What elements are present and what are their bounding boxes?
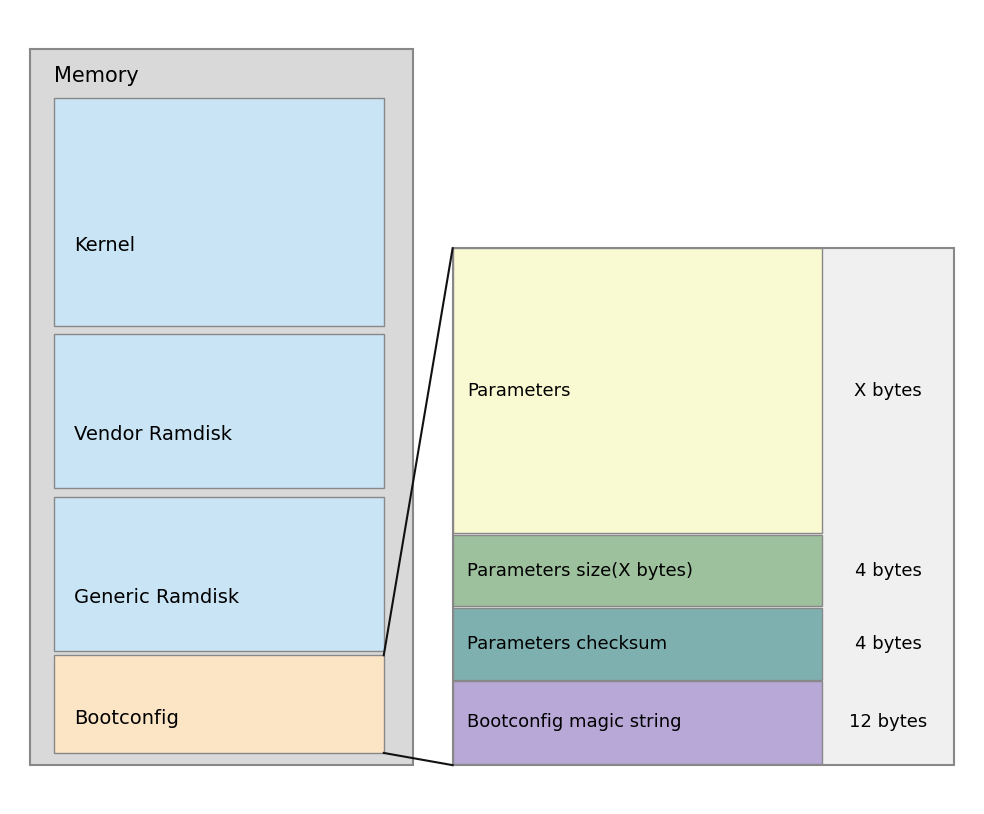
Bar: [453, 248, 954, 765]
Text: Parameters size(X bytes): Parameters size(X bytes): [467, 562, 694, 580]
Text: X bytes: X bytes: [854, 382, 922, 400]
Text: 12 bytes: 12 bytes: [849, 713, 927, 732]
Bar: [453, 608, 822, 680]
Text: Bootconfig: Bootconfig: [74, 709, 179, 729]
Text: Bootconfig magic string: Bootconfig magic string: [467, 713, 682, 732]
Bar: [54, 334, 384, 488]
Bar: [453, 535, 822, 606]
Text: Vendor Ramdisk: Vendor Ramdisk: [74, 425, 232, 444]
Bar: [54, 497, 384, 651]
Bar: [453, 681, 822, 764]
Text: Memory: Memory: [54, 66, 139, 85]
Text: Kernel: Kernel: [74, 236, 135, 256]
Text: 4 bytes: 4 bytes: [855, 562, 921, 580]
Bar: [54, 655, 384, 753]
Bar: [453, 248, 822, 533]
Text: Parameters: Parameters: [467, 382, 571, 400]
Text: Parameters checksum: Parameters checksum: [467, 635, 667, 653]
Text: Generic Ramdisk: Generic Ramdisk: [74, 588, 239, 606]
Bar: [30, 49, 413, 765]
Text: 4 bytes: 4 bytes: [855, 635, 921, 653]
Bar: [54, 98, 384, 326]
